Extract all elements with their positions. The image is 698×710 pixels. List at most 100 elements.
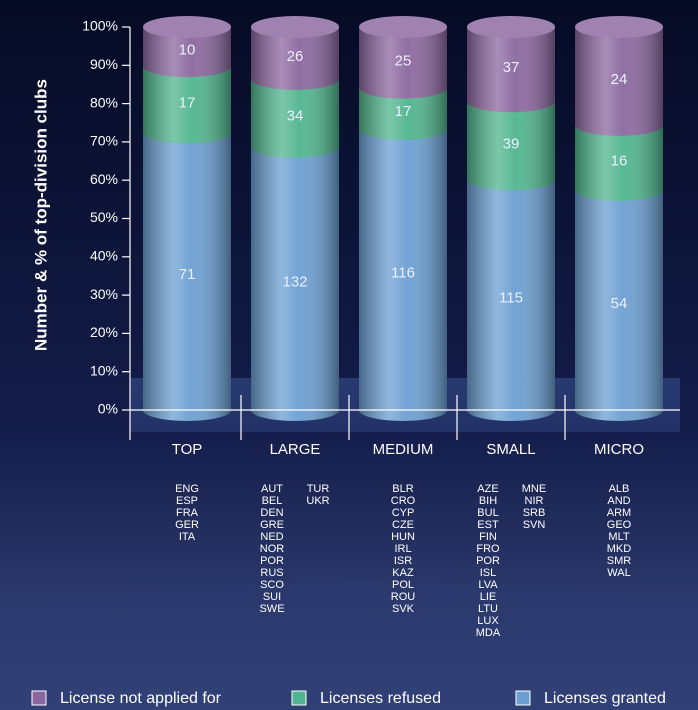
member-label: ALB [609, 483, 630, 495]
member-label: AZE [477, 483, 498, 495]
member-label: GER [175, 519, 199, 531]
bar-cap-shine [467, 16, 555, 38]
bar-shine [467, 27, 555, 113]
member-label: LIE [480, 591, 497, 603]
bar-cap-shine [143, 16, 231, 38]
bar-cap [359, 16, 447, 38]
bar-shine [467, 101, 555, 191]
member-label: ESP [176, 495, 198, 507]
member-label: ISR [394, 555, 412, 567]
y-tick-label: 80% [90, 94, 118, 110]
y-tick-label: 90% [90, 56, 118, 72]
value-label: 26 [287, 48, 304, 65]
member-label: WAL [607, 567, 630, 579]
member-label: SCO [260, 579, 284, 591]
member-label: DEN [260, 507, 283, 519]
member-label: LUX [477, 615, 499, 627]
value-label: 115 [499, 290, 523, 307]
value-label: 71 [179, 266, 196, 283]
value-label: 25 [395, 52, 412, 69]
y-axis-label: Number & % of top-division clubs [31, 79, 50, 351]
value-label: 34 [287, 108, 304, 125]
member-label: SWE [259, 603, 284, 615]
member-label: BEL [262, 495, 283, 507]
value-label: 39 [503, 135, 520, 152]
member-label: TUR [307, 483, 330, 495]
member-label: MKD [607, 543, 632, 555]
value-label: 10 [179, 42, 196, 59]
value-label: 17 [395, 103, 412, 120]
member-label: GRE [260, 519, 284, 531]
background-wave [0, 582, 698, 710]
value-label: 54 [611, 295, 628, 312]
bar-shine [251, 78, 339, 158]
bar-shine [359, 27, 447, 99]
member-label: KAZ [392, 567, 414, 579]
member-label: SUI [263, 591, 281, 603]
member-label: NIR [525, 495, 544, 507]
member-label: ITA [179, 531, 196, 543]
member-label: EST [477, 519, 499, 531]
legend-swatch [291, 690, 307, 706]
member-label: IRL [394, 543, 411, 555]
member-label: SRB [523, 507, 546, 519]
member-label: MNE [522, 483, 546, 495]
y-tick-label: 100% [82, 18, 118, 34]
value-label: 17 [179, 94, 196, 111]
y-tick-label: 30% [90, 286, 118, 302]
y-tick-label: 40% [90, 248, 118, 264]
member-label: CYP [392, 507, 415, 519]
x-tick-label: SMALL [486, 441, 535, 458]
member-label: NED [260, 531, 283, 543]
value-label: 24 [611, 71, 628, 88]
y-tick-label: 0% [98, 401, 118, 417]
member-label: LTU [478, 603, 498, 615]
member-label: BLR [392, 483, 413, 495]
x-tick-label: TOP [172, 441, 203, 458]
member-label: SMR [607, 555, 632, 567]
bar-cap [575, 16, 663, 38]
legend-label: Licenses granted [544, 690, 666, 707]
member-label: FRO [476, 543, 500, 555]
member-label: BUL [477, 507, 498, 519]
legend-swatch [515, 690, 531, 706]
bar-shine [251, 27, 339, 90]
member-label: UKR [306, 495, 329, 507]
member-label: FRA [176, 507, 199, 519]
member-label: POL [392, 579, 414, 591]
member-label: ROU [391, 591, 416, 603]
y-tick-label: 10% [90, 362, 118, 378]
bar-shine [359, 128, 447, 421]
member-label: POR [260, 555, 284, 567]
bar-shine [575, 124, 663, 201]
bar-shine [575, 27, 663, 136]
member-label: CZE [392, 519, 414, 531]
bar-cap-shine [251, 16, 339, 38]
bar-shine [143, 27, 231, 78]
member-label: ARM [607, 507, 631, 519]
member-label: ISL [480, 567, 497, 579]
bar-shine [251, 146, 339, 421]
member-label: RUS [260, 567, 283, 579]
member-label: GEO [607, 519, 632, 531]
bar-cap [251, 16, 339, 38]
member-label: MDA [476, 627, 501, 639]
x-tick-label: MEDIUM [373, 441, 434, 458]
member-label: BIH [479, 495, 497, 507]
bar-shine [575, 189, 663, 421]
member-label: SVK [392, 603, 415, 615]
value-label: 37 [503, 59, 520, 76]
member-label: POR [476, 555, 500, 567]
member-label: HUN [391, 531, 415, 543]
bar-shine [143, 66, 231, 144]
member-label: ENG [175, 483, 199, 495]
y-tick-label: 70% [90, 133, 118, 149]
value-label: 16 [611, 152, 628, 169]
value-label: 132 [282, 273, 307, 290]
bar-cap-shine [575, 16, 663, 38]
bar-shine [359, 87, 447, 140]
bar-cap [143, 16, 231, 38]
member-label: AUT [261, 483, 283, 495]
value-label: 116 [391, 264, 415, 281]
